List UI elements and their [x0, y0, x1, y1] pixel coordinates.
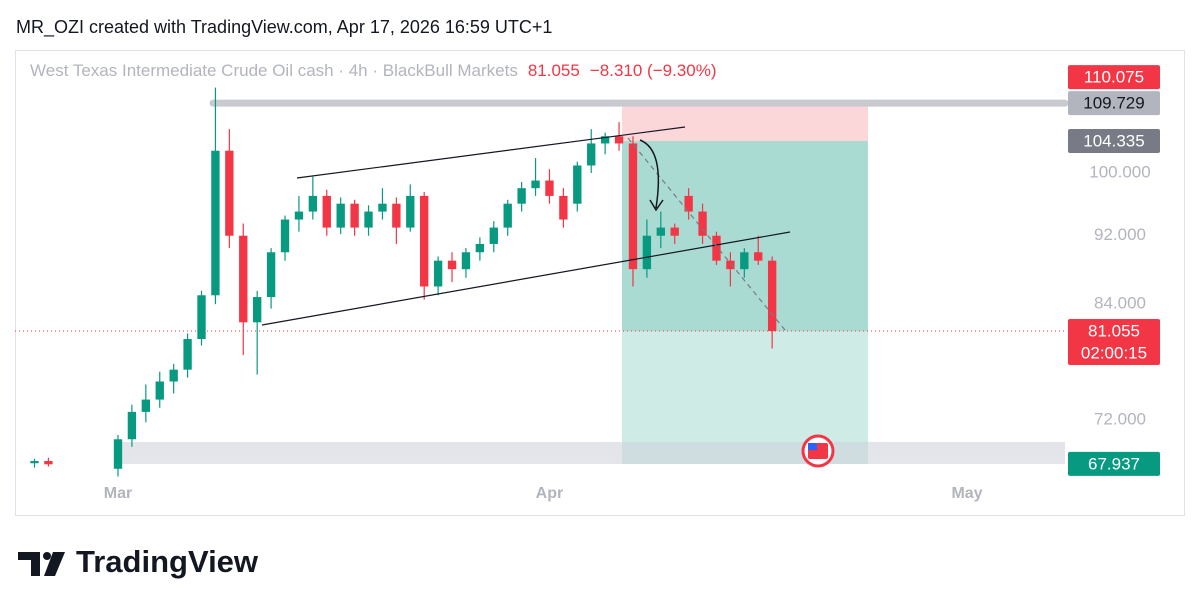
candle-body [559, 195, 568, 220]
logo-dot [43, 552, 51, 560]
chart-frame [15, 50, 1185, 516]
candle-body [294, 211, 304, 220]
logo-mark [18, 552, 40, 576]
candle-body [308, 195, 318, 212]
candle-body [350, 203, 359, 228]
candle-body [628, 143, 638, 270]
price-tag-label: 81.055 [1088, 322, 1140, 341]
candle-body [169, 369, 178, 382]
price-tag-label: 110.075 [1084, 68, 1144, 87]
candle-body [113, 439, 123, 469]
channel-lower [261, 231, 791, 326]
candle-body [642, 235, 652, 270]
candle-body [155, 381, 164, 400]
candle-body [433, 260, 443, 287]
x-tick-label: Mar [104, 485, 132, 502]
legend-price: 81.055 [528, 61, 580, 80]
candle-body [253, 297, 262, 323]
price-tag-label: 109.729 [1083, 94, 1144, 113]
legend-change: −8.310 (−9.30%) [590, 61, 717, 80]
brand: TradingView [76, 544, 259, 579]
stop-zone [622, 103, 868, 142]
y-tick-label: 100.000 [1089, 162, 1150, 181]
candle-body [30, 461, 39, 464]
candle-body [420, 195, 429, 287]
candle-body [225, 150, 234, 236]
y-tick-label: 84.000 [1094, 294, 1146, 313]
header: MR_OZI created with TradingView.com, Apr… [16, 17, 552, 38]
logo: TradingView [18, 544, 259, 579]
candle-body [754, 252, 763, 261]
candle-body [475, 243, 485, 253]
candle-body [503, 203, 512, 228]
candle-body [517, 188, 526, 204]
price-tag-label: 67.937 [1088, 454, 1140, 473]
candle-body [531, 180, 540, 189]
candle-body [614, 136, 624, 144]
plot: Mar Apr May 72.000 84.000 92.000 100.000 109.72… [15, 65, 1160, 502]
candle-body [378, 203, 387, 212]
flag-canton [808, 443, 817, 450]
candle-body [545, 180, 554, 196]
candle-body [656, 227, 665, 236]
candle-body [712, 235, 721, 261]
y-tick-label: 72.000 [1094, 410, 1146, 429]
x-tick-label: Apr [536, 485, 564, 502]
candle-body [127, 411, 137, 440]
candle-body [767, 260, 777, 332]
candle-body [684, 195, 693, 212]
candle-body [336, 203, 345, 228]
candle-body [183, 339, 192, 370]
price-tag [1068, 129, 1160, 154]
candle-body [406, 195, 415, 228]
candle-body [280, 219, 290, 253]
price-tag-label: 104.335 [1083, 132, 1144, 151]
candle-body [197, 295, 206, 340]
candle-body [726, 260, 735, 270]
candle-body [44, 461, 53, 465]
candle-body [461, 252, 471, 270]
price-tag [1068, 91, 1160, 116]
candle-body [141, 399, 151, 412]
x-tick-label: May [951, 485, 982, 502]
candle-body [587, 143, 596, 166]
candle-body [392, 203, 401, 228]
candle-body [211, 150, 220, 296]
channel-upper [296, 126, 686, 179]
candle-body [322, 195, 331, 228]
y-tick-label: 92.000 [1094, 225, 1146, 244]
legend: West Texas Intermediate Crude Oil cash ·… [30, 61, 717, 80]
price-tag [1068, 451, 1160, 476]
candle-body [573, 165, 582, 204]
profit-zone [622, 141, 868, 332]
candle-body [447, 260, 457, 270]
candle-body [600, 136, 610, 144]
countdown: 02:00:15 [1081, 344, 1147, 363]
candle-body [489, 227, 498, 244]
candle-body [698, 211, 707, 236]
candle-body [740, 252, 749, 270]
price-tag [1068, 319, 1160, 366]
candle-body [239, 235, 248, 323]
price-tag [1068, 65, 1160, 90]
symbol-title: West Texas Intermediate Crude Oil cash ·… [30, 61, 518, 80]
support-band [115, 441, 1065, 464]
arrow [639, 139, 664, 212]
candle-body [670, 227, 679, 236]
logo-slash [44, 552, 65, 576]
candle-body [364, 211, 373, 228]
candle-body [266, 252, 276, 298]
